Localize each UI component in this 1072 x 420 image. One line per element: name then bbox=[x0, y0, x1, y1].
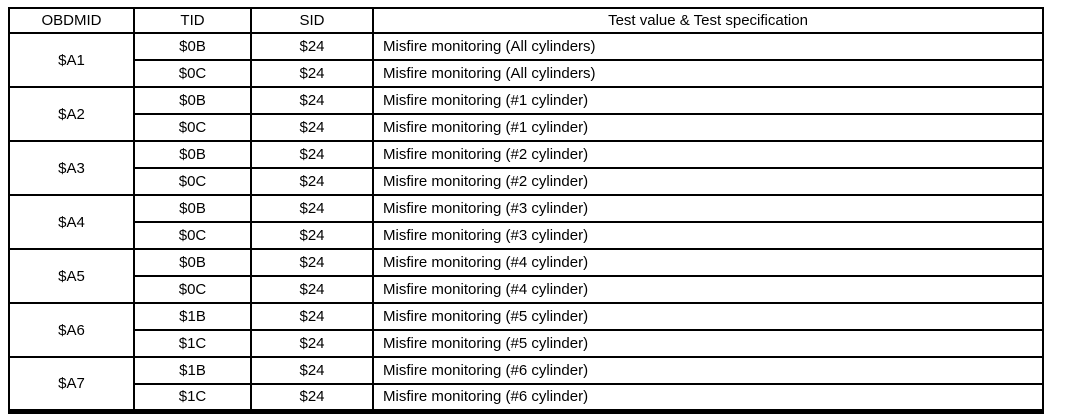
table-row: $1C $24 Misfire monitoring (#6 cylinder) bbox=[9, 383, 1044, 412]
tid-cell: $0C bbox=[133, 113, 252, 142]
tid-cell: $0B bbox=[133, 32, 252, 61]
obdmid-cell: $A3 bbox=[8, 140, 135, 196]
sid-cell: $24 bbox=[250, 275, 374, 304]
sid-cell: $24 bbox=[250, 113, 374, 142]
obdmid-cell: $A1 bbox=[8, 32, 135, 88]
obdmid-cell: $A5 bbox=[8, 248, 135, 304]
table-row: $0C $24 Misfire monitoring (#2 cylinder) bbox=[9, 167, 1044, 196]
test-spec-cell: Misfire monitoring (#2 cylinder) bbox=[372, 140, 1044, 169]
table-row: $A4 $0B $24 Misfire monitoring (#3 cylinder… bbox=[8, 194, 1044, 250]
table-row: $1C $24 Misfire monitoring (#5 cylinder) bbox=[9, 329, 1044, 358]
sid-cell: $24 bbox=[250, 302, 374, 331]
test-spec-cell: Misfire monitoring (#3 cylinder) bbox=[372, 194, 1044, 223]
sid-cell: $24 bbox=[250, 248, 374, 277]
sid-cell: $24 bbox=[250, 329, 374, 358]
tid-cell: $0C bbox=[133, 167, 252, 196]
tid-cell: $0C bbox=[133, 275, 252, 304]
sid-cell: $24 bbox=[250, 383, 374, 412]
sid-cell: $24 bbox=[250, 32, 374, 61]
obdmid-cell: $A4 bbox=[8, 194, 135, 250]
test-spec-cell: Misfire monitoring (#5 cylinder) bbox=[372, 302, 1044, 331]
sid-cell: $24 bbox=[250, 59, 374, 88]
test-spec-cell: Misfire monitoring (All cylinders) bbox=[372, 32, 1044, 61]
table-row: $A7 $1B $24 Misfire monitoring (#6 cylinder… bbox=[8, 356, 1044, 412]
column-header-tid: TID bbox=[133, 7, 252, 34]
tid-cell: $1C bbox=[133, 383, 252, 412]
column-header-sid: SID bbox=[250, 7, 374, 34]
obdmid-cell: $A6 bbox=[8, 302, 135, 358]
table-body: $A1 $0B $24 Misfire monitoring (All cylinde… bbox=[8, 32, 1044, 412]
tid-cell: $0B bbox=[133, 194, 252, 223]
table-row: $0C $24 Misfire monitoring (All cylinders) bbox=[9, 59, 1044, 88]
table-row: $A2 $0B $24 Misfire monitoring (#1 cylinder… bbox=[8, 86, 1044, 142]
tid-cell: $1B bbox=[133, 356, 252, 385]
column-header-obdmid: OBDMID bbox=[8, 7, 135, 34]
test-spec-cell: Misfire monitoring (All cylinders) bbox=[372, 59, 1044, 88]
table-row: $A3 $0B $24 Misfire monitoring (#2 cylinder… bbox=[8, 140, 1044, 196]
sid-cell: $24 bbox=[250, 194, 374, 223]
sid-cell: $24 bbox=[250, 86, 374, 115]
table-row: $A5 $0B $24 Misfire monitoring (#4 cylinder… bbox=[8, 248, 1044, 304]
test-spec-cell: Misfire monitoring (#1 cylinder) bbox=[372, 113, 1044, 142]
test-spec-cell: Misfire monitoring (#4 cylinder) bbox=[372, 275, 1044, 304]
obdmid-cell: $A7 bbox=[8, 356, 135, 412]
sid-cell: $24 bbox=[250, 140, 374, 169]
tid-cell: $0B bbox=[133, 248, 252, 277]
sid-cell: $24 bbox=[250, 167, 374, 196]
test-spec-cell: Misfire monitoring (#2 cylinder) bbox=[372, 167, 1044, 196]
obd-test-table: OBDMID TID SID Test value & Test specifi… bbox=[8, 7, 1044, 414]
tid-cell: $1B bbox=[133, 302, 252, 331]
tid-cell: $0C bbox=[133, 59, 252, 88]
table-row: $0C $24 Misfire monitoring (#1 cylinder) bbox=[9, 113, 1044, 142]
test-spec-cell: Misfire monitoring (#3 cylinder) bbox=[372, 221, 1044, 250]
test-spec-cell: Misfire monitoring (#4 cylinder) bbox=[372, 248, 1044, 277]
table-row: $A6 $1B $24 Misfire monitoring (#5 cylinder… bbox=[8, 302, 1044, 358]
sid-cell: $24 bbox=[250, 221, 374, 250]
tid-cell: $0B bbox=[133, 86, 252, 115]
column-header-test-value: Test value & Test specification bbox=[372, 7, 1044, 34]
test-spec-cell: Misfire monitoring (#5 cylinder) bbox=[372, 329, 1044, 358]
table-row: $0C $24 Misfire monitoring (#4 cylinder) bbox=[9, 275, 1044, 304]
table-row: $A1 $0B $24 Misfire monitoring (All cylinde… bbox=[8, 32, 1044, 88]
tid-cell: $1C bbox=[133, 329, 252, 358]
obdmid-cell: $A2 bbox=[8, 86, 135, 142]
tid-cell: $0B bbox=[133, 140, 252, 169]
tid-cell: $0C bbox=[133, 221, 252, 250]
header-row: OBDMID TID SID Test value & Test specifi… bbox=[8, 7, 1044, 34]
test-spec-cell: Misfire monitoring (#6 cylinder) bbox=[372, 356, 1044, 385]
sid-cell: $24 bbox=[250, 356, 374, 385]
test-spec-cell: Misfire monitoring (#1 cylinder) bbox=[372, 86, 1044, 115]
test-spec-cell: Misfire monitoring (#6 cylinder) bbox=[372, 383, 1044, 412]
table-row: $0C $24 Misfire monitoring (#3 cylinder) bbox=[9, 221, 1044, 250]
